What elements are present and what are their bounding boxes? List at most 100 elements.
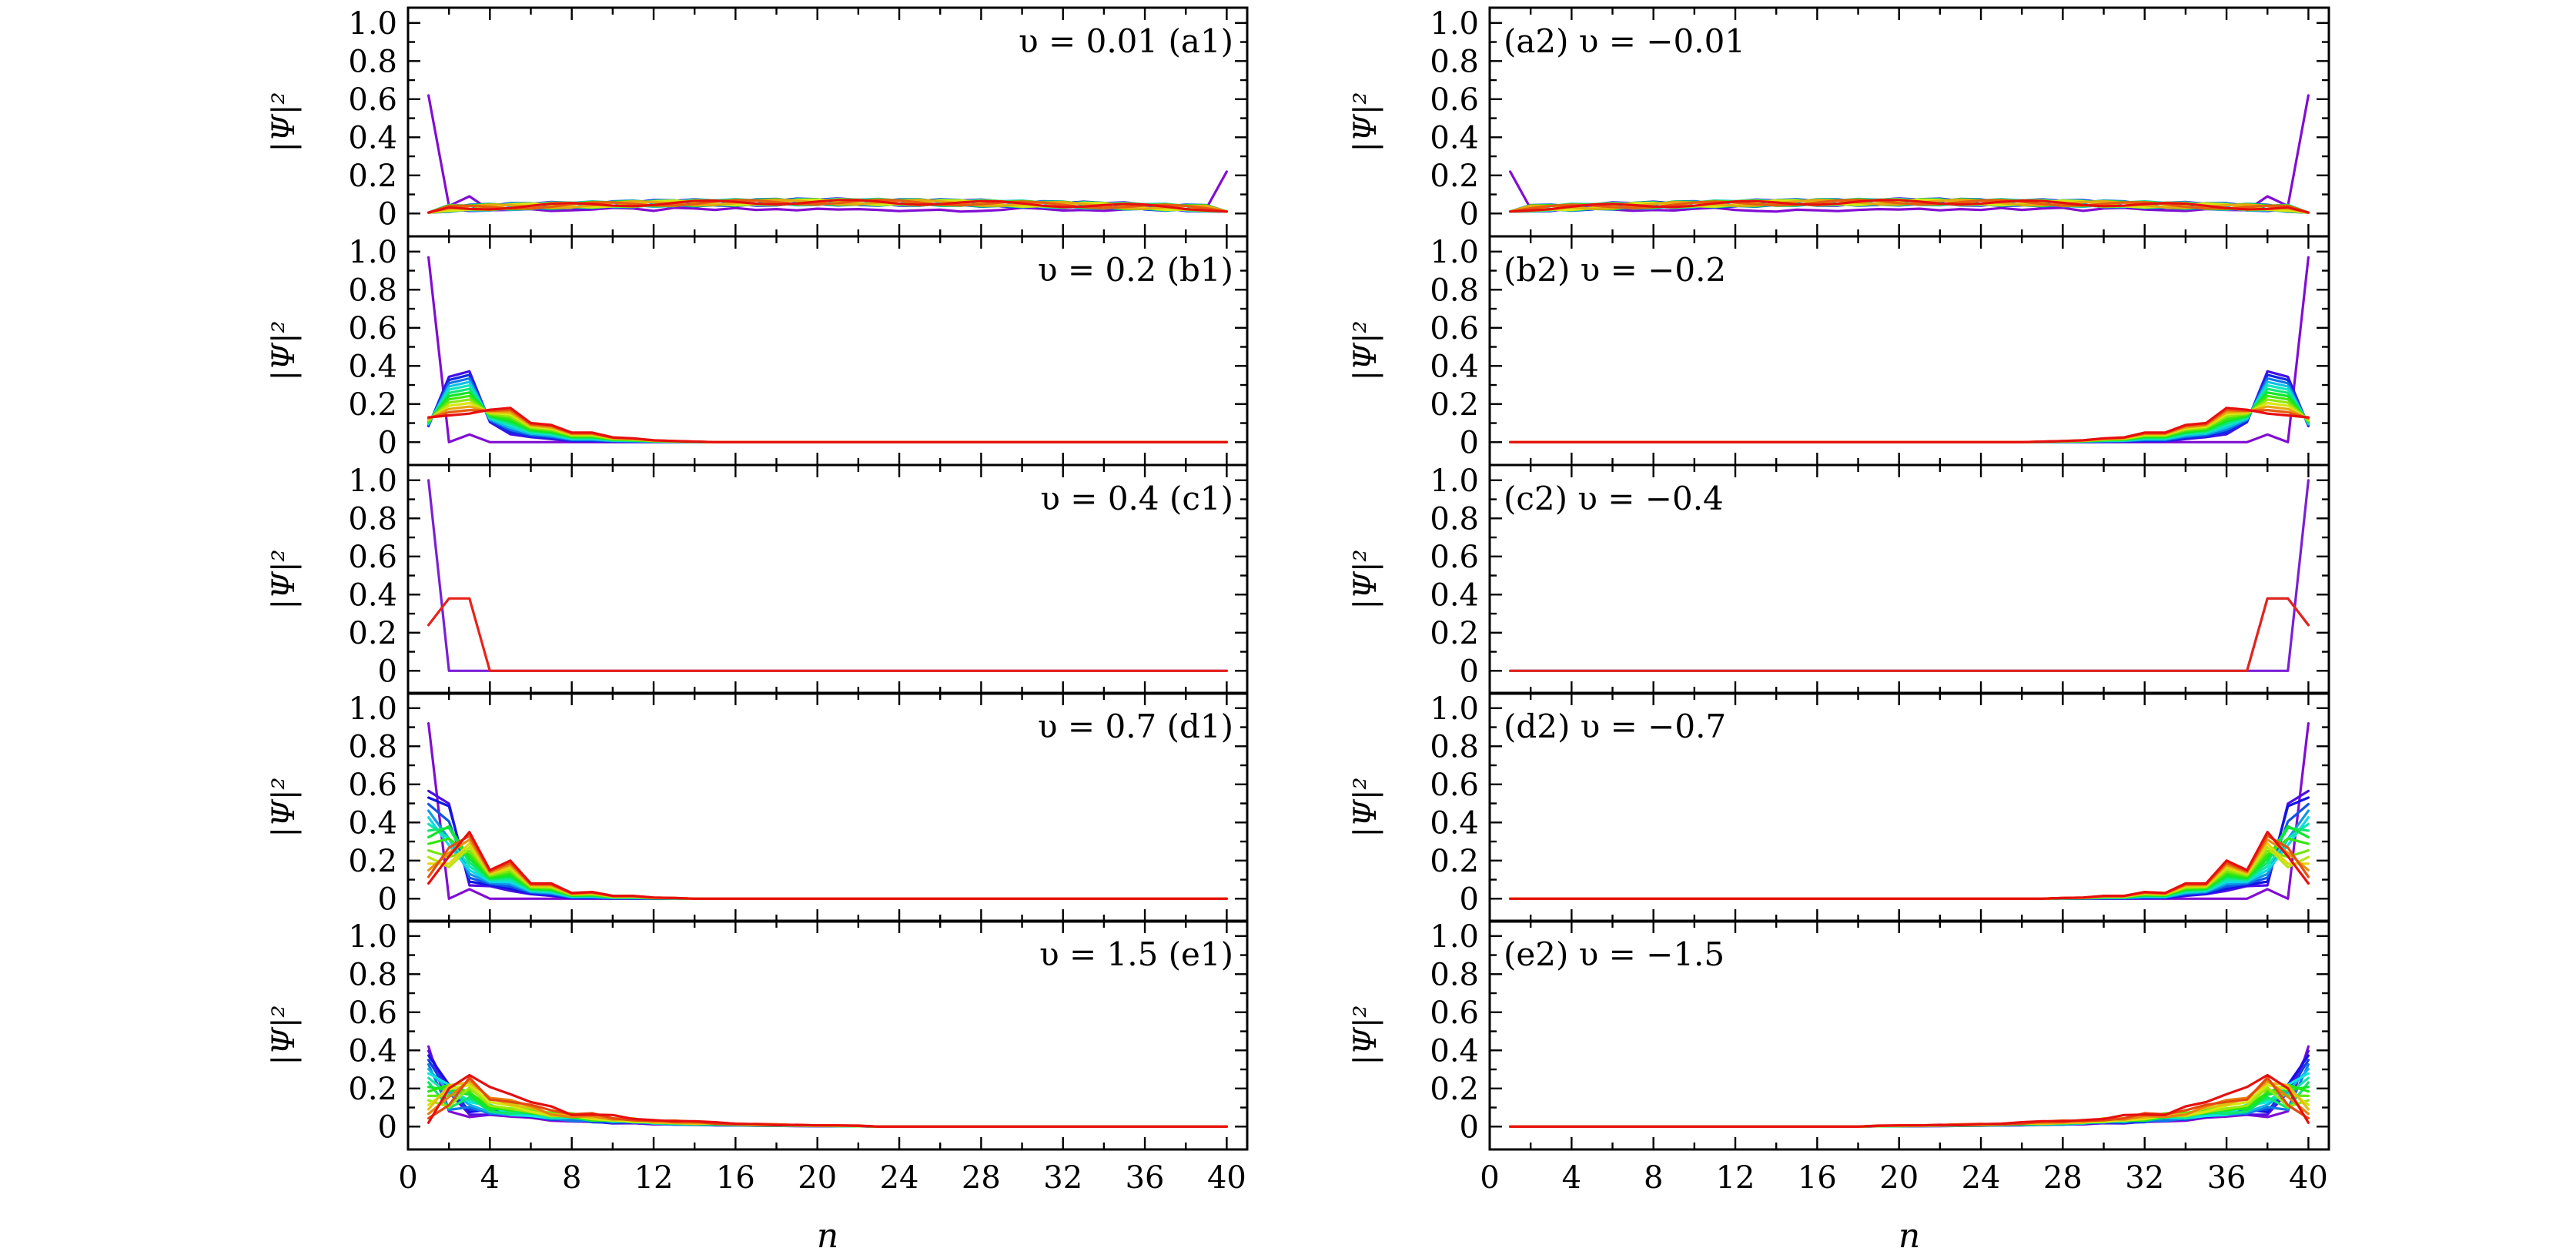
series-line xyxy=(1509,199,2310,214)
x-tick-label: 40 xyxy=(1207,1160,1246,1196)
y-axis-label: |Ψ|² xyxy=(1348,777,1383,837)
y-tick-label: 0.4 xyxy=(348,349,397,384)
x-tick-label: 36 xyxy=(1126,1160,1165,1196)
y-axis-label: |Ψ|² xyxy=(266,1005,302,1065)
y-tick-label: 0.8 xyxy=(348,957,397,992)
panel-label: υ = 0.01 (a1) xyxy=(1019,22,1233,60)
x-tick-label: 8 xyxy=(562,1160,581,1196)
y-tick-label: 1.0 xyxy=(348,691,397,727)
y-tick-label: 0 xyxy=(1460,882,1479,917)
panel-label: (a2) υ = −0.01 xyxy=(1504,22,1745,60)
panel-label: υ = 0.2 (b1) xyxy=(1038,251,1233,289)
y-axis-label: |Ψ|² xyxy=(1348,320,1383,380)
y-tick-label: 0.8 xyxy=(348,729,397,765)
y-tick-label: 0.8 xyxy=(348,44,397,79)
y-tick-label: 1.0 xyxy=(348,6,397,42)
y-tick-label: 0.6 xyxy=(348,82,397,118)
y-tick-label: 0.6 xyxy=(348,995,397,1031)
series-line xyxy=(427,199,1228,214)
y-tick-label: 0.8 xyxy=(1430,957,1479,992)
y-tick-label: 0.4 xyxy=(1430,805,1479,841)
x-tick-label: 4 xyxy=(480,1160,500,1196)
series-line xyxy=(1509,831,2310,900)
y-tick-label: 0.4 xyxy=(1430,120,1479,156)
y-tick-label: 0.4 xyxy=(348,805,397,841)
y-tick-label: 0.6 xyxy=(348,768,397,803)
y-tick-label: 1.0 xyxy=(1430,691,1479,727)
y-tick-label: 0.6 xyxy=(1430,82,1479,118)
y-tick-label: 0.8 xyxy=(348,273,397,308)
panel-frame xyxy=(406,919,1249,1151)
y-tick-label: 0.2 xyxy=(348,387,397,423)
series-group xyxy=(1509,1045,2310,1128)
panel-label: υ = 0.7 (d1) xyxy=(1038,708,1233,745)
y-tick-label: 0.6 xyxy=(1430,995,1479,1031)
y-tick-label: 0.2 xyxy=(1430,387,1479,423)
y-axis-label: |Ψ|² xyxy=(266,549,302,609)
y-axis-label: |Ψ|² xyxy=(266,320,302,380)
y-tick-label: 1.0 xyxy=(1430,235,1479,270)
x-tick-label: 28 xyxy=(962,1160,1001,1196)
x-axis-label: n xyxy=(1899,1216,1920,1256)
series-group xyxy=(427,479,1228,672)
y-axis-label: |Ψ|² xyxy=(1348,549,1383,609)
series-line xyxy=(1509,407,2310,443)
y-tick-label: 0.4 xyxy=(348,577,397,613)
y-tick-label: 0 xyxy=(1460,654,1479,689)
y-tick-label: 1.0 xyxy=(348,919,397,955)
panel-0: 1.00.80.60.40.20 |Ψ|² υ = 0.01 (a1) xyxy=(266,6,1249,238)
panel-6: 1.00.80.60.40.20 |Ψ|² (b2) υ = −0.2 xyxy=(1348,235,2330,467)
y-tick-label: 0 xyxy=(378,196,397,232)
y-axis-label: |Ψ|² xyxy=(266,92,302,152)
y-tick-label: 0.4 xyxy=(1430,577,1479,613)
y-tick-label: 0.2 xyxy=(348,844,397,879)
y-tick-label: 0.4 xyxy=(348,1033,397,1069)
series-line xyxy=(427,199,1228,214)
y-tick-label: 0.8 xyxy=(1430,501,1479,537)
series-group xyxy=(1509,256,2310,443)
y-tick-label: 0 xyxy=(378,425,397,460)
series-group xyxy=(427,722,1228,900)
y-tick-label: 0.2 xyxy=(348,1072,397,1107)
y-tick-label: 0 xyxy=(1460,1109,1479,1145)
x-tick-label: 20 xyxy=(1879,1160,1919,1196)
series-group xyxy=(427,94,1228,214)
y-tick-label: 0.8 xyxy=(1430,729,1479,765)
y-tick-label: 0.8 xyxy=(348,501,397,537)
y-tick-label: 0.2 xyxy=(1430,844,1479,879)
x-tick-label: 28 xyxy=(2043,1160,2083,1196)
series-group xyxy=(427,256,1228,443)
panel-label: υ = 0.4 (c1) xyxy=(1040,480,1233,517)
series-line xyxy=(427,597,1228,672)
y-tick-label: 0.2 xyxy=(1430,1072,1479,1107)
x-tick-label: 32 xyxy=(2125,1160,2164,1196)
y-tick-label: 0 xyxy=(1460,425,1479,460)
y-tick-label: 0.2 xyxy=(348,616,397,651)
x-tick-label: 12 xyxy=(634,1160,674,1196)
y-tick-label: 0.4 xyxy=(348,120,397,156)
panel-label: (b2) υ = −0.2 xyxy=(1504,251,1726,289)
y-tick-label: 0.4 xyxy=(1430,349,1479,384)
panel-label: υ = 1.5 (e1) xyxy=(1039,935,1233,973)
x-tick-label: 36 xyxy=(2207,1160,2246,1196)
series-line xyxy=(427,1073,1228,1128)
y-tick-label: 0.8 xyxy=(1430,44,1479,79)
x-tick-label: 16 xyxy=(1798,1160,1837,1196)
panel-9: 1.00.80.60.40.200 4 8 12 16 20 24 28 32 36 40|Ψ|²(… xyxy=(1348,919,2330,1256)
y-tick-label: 0.6 xyxy=(1430,311,1479,346)
panel-8: 1.00.80.60.40.20 |Ψ|² (d2) υ = −0.7 xyxy=(1348,691,2330,923)
series-line xyxy=(427,831,1228,900)
panel-2: 1.00.80.60.40.20 |Ψ|² υ = 0.4 (c1) xyxy=(266,463,1249,695)
y-tick-label: 0 xyxy=(378,1109,397,1145)
panel-label: (d2) υ = −0.7 xyxy=(1504,708,1726,745)
panel-frame xyxy=(1488,919,2330,1151)
y-tick-label: 1.0 xyxy=(1430,919,1479,955)
x-tick-label: 8 xyxy=(1644,1160,1663,1196)
panel-4: 1.00.80.60.40.200 4 8 12 16 20 24 28 32 36 40|Ψ|²υ… xyxy=(266,919,1249,1256)
y-tick-label: 1.0 xyxy=(1430,463,1479,499)
y-tick-label: 0.2 xyxy=(1430,616,1479,651)
series-line xyxy=(1509,1073,2310,1128)
y-tick-label: 1.0 xyxy=(348,235,397,270)
y-axis-label: |Ψ|² xyxy=(1348,1005,1383,1065)
